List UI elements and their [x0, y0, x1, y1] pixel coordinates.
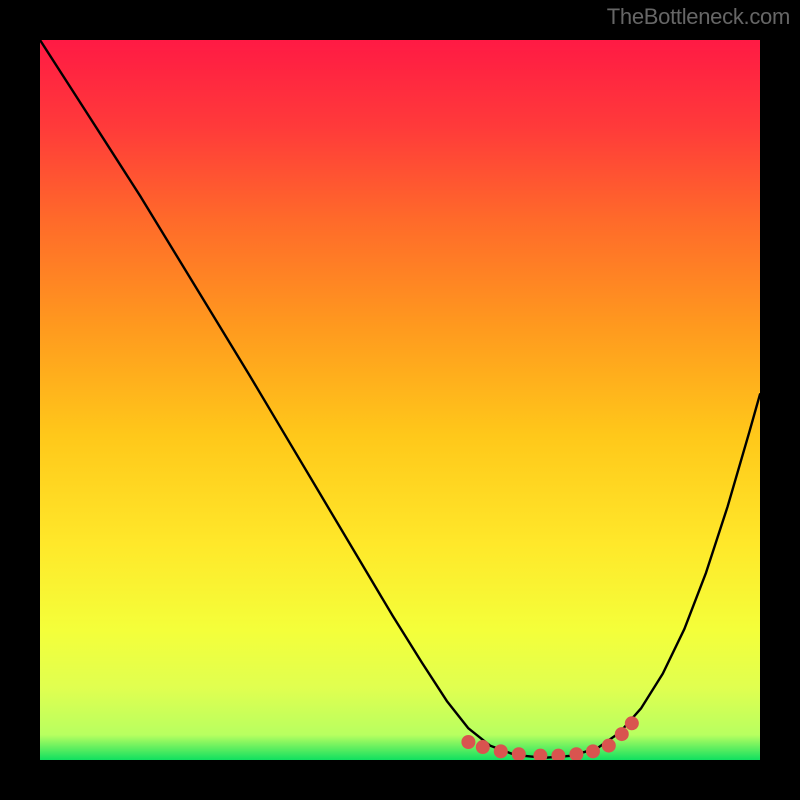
range-dot	[615, 728, 628, 741]
range-dot	[476, 741, 489, 754]
bottleneck-curve-chart	[40, 40, 760, 760]
range-dot	[625, 717, 638, 730]
range-dot	[512, 748, 525, 760]
range-dot	[586, 745, 599, 758]
watermark-text: TheBottleneck.com	[607, 4, 790, 30]
gradient-background	[40, 40, 760, 760]
range-dot	[570, 748, 583, 760]
range-dot	[534, 749, 547, 760]
chart-container: TheBottleneck.com	[0, 0, 800, 800]
range-dot	[494, 745, 507, 758]
range-dot	[552, 749, 565, 760]
range-dot	[462, 736, 475, 749]
range-dot	[602, 739, 615, 752]
plot-area	[40, 40, 760, 760]
